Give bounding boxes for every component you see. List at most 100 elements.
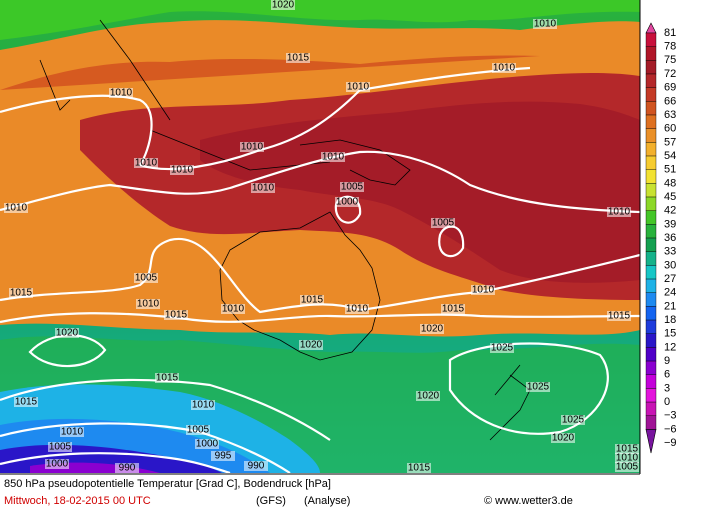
isobar-labels: 1020 1015 1010 1010 1010 1010 1010 1010 1010 1010… <box>4 0 639 474</box>
map-title: 850 hPa pseudopotentielle Temperatur [Gr… <box>4 478 331 490</box>
isobar-label-bg <box>134 273 158 283</box>
isobar-label: 1010 <box>192 400 215 411</box>
isobar-label-bg <box>490 343 514 353</box>
isobar-label-bg <box>492 63 516 73</box>
colorbar-band <box>645 60 657 75</box>
isobar-label: 1025 <box>527 382 550 393</box>
isobar-label-bg <box>45 459 69 469</box>
isobar-label-bg <box>4 203 28 213</box>
isobar-label: 1025 <box>491 343 514 354</box>
colorbar-label: 36 <box>664 232 676 244</box>
isobar-label-bg <box>420 324 444 334</box>
isobar-label-bg <box>195 439 219 449</box>
colorbar-band <box>645 128 657 143</box>
colorbar-label: 63 <box>664 109 676 121</box>
colorbar-label: 6 <box>664 369 670 381</box>
colorbar-label: 78 <box>664 41 676 53</box>
isobar-label: 990 <box>248 461 265 472</box>
isobar-label-bg <box>186 425 210 435</box>
isobar-label-bg <box>14 397 38 407</box>
colorbar-band <box>645 401 657 416</box>
colorbar-band <box>645 73 657 88</box>
colorbar-band <box>645 388 657 403</box>
isobar-label: 1000 <box>336 197 359 208</box>
colorbar-band <box>645 32 657 47</box>
isobar-label-bg <box>286 53 310 63</box>
colorbar-label: 60 <box>664 123 676 135</box>
isobar-label: 1005 <box>616 462 639 473</box>
isobar-label-bg <box>170 165 194 175</box>
isobar-label: 1010 <box>137 299 160 310</box>
isobar-label: 1010 <box>222 304 245 315</box>
colorbar-label: 15 <box>664 328 676 340</box>
colorbar-label: 18 <box>664 314 676 326</box>
colorbar-band <box>645 415 657 430</box>
colorbar-label: 75 <box>664 54 676 66</box>
colorbar-band <box>645 333 657 348</box>
coastlines <box>39 19 531 441</box>
isobar-label: 1005 <box>135 273 158 284</box>
isobar-label-bg <box>299 340 323 350</box>
isobar-label: 1010 <box>608 207 631 218</box>
colorbar-label: −3 <box>664 410 677 422</box>
colorbar-band <box>645 278 657 293</box>
isobar-label: 1015 <box>301 295 324 306</box>
isobar-label-bg <box>335 197 359 207</box>
isobar-label: 990 <box>119 463 136 474</box>
isobar-label: 1020 <box>56 328 79 339</box>
colorbar-band <box>645 265 657 280</box>
isobar-label: 1015 <box>408 463 431 474</box>
isobar-label: 1010 <box>322 152 345 163</box>
isobar-label-bg <box>115 463 139 473</box>
colorbar-band <box>645 360 657 375</box>
colorbar-band <box>645 142 657 157</box>
colorbar-label: 69 <box>664 82 676 94</box>
isobar-label-bg <box>221 304 245 314</box>
colorbar-label: 66 <box>664 95 676 107</box>
isobar-label-bg <box>615 453 639 463</box>
isobar-label: 1005 <box>187 425 210 436</box>
credit: © www.wetter3.de <box>484 495 573 507</box>
colorbar-label: 27 <box>664 273 676 285</box>
isobar-label: 1025 <box>562 415 585 426</box>
colorbar-band <box>645 319 657 334</box>
isobar-label: 1020 <box>552 433 575 444</box>
colorbar-band <box>645 237 657 252</box>
isobar-label: 1015 <box>10 288 33 299</box>
isobar-label-bg <box>526 382 550 392</box>
colorbar-label: 12 <box>664 341 676 353</box>
isobar-label-bg <box>251 183 275 193</box>
isobar-label-bg <box>271 0 295 10</box>
isobar-label-bg <box>551 433 575 443</box>
isobar-label-bg <box>109 88 133 98</box>
isobar-label: 1010 <box>493 63 516 74</box>
colorbar-band <box>645 292 657 307</box>
isobar-label-bg <box>211 451 235 461</box>
isobar-label: 1010 <box>135 158 158 169</box>
isobar-label: 1010 <box>61 427 84 438</box>
colorbar-band <box>645 87 657 102</box>
colorbar-band <box>645 347 657 362</box>
isobar-label: 1015 <box>156 373 179 384</box>
isobar-label-bg <box>346 82 370 92</box>
colorbar-label: 72 <box>664 68 676 80</box>
isobar-label: 1015 <box>287 53 310 64</box>
isobar-label-bg <box>561 415 585 425</box>
isobar-label-bg <box>471 285 495 295</box>
colorbar: 8178757269666360575451484542393633302724… <box>645 22 677 454</box>
colorbar-band <box>645 183 657 198</box>
isobar-label-bg <box>300 295 324 305</box>
isobar-label-bg <box>240 142 264 152</box>
colorbar-label: 21 <box>664 300 676 312</box>
isobar-label: 1015 <box>15 397 38 408</box>
colorbar-label: 42 <box>664 205 676 217</box>
isobar-label: 1000 <box>46 459 69 470</box>
isobar-label-bg <box>533 19 557 29</box>
colorbar-arrow <box>645 22 657 34</box>
isobar-label-bg <box>48 442 72 452</box>
isobar-label-bg <box>345 304 369 314</box>
colorbar-label: 33 <box>664 246 676 258</box>
isobar-label-bg <box>244 461 268 471</box>
colorbar-band <box>645 46 657 61</box>
